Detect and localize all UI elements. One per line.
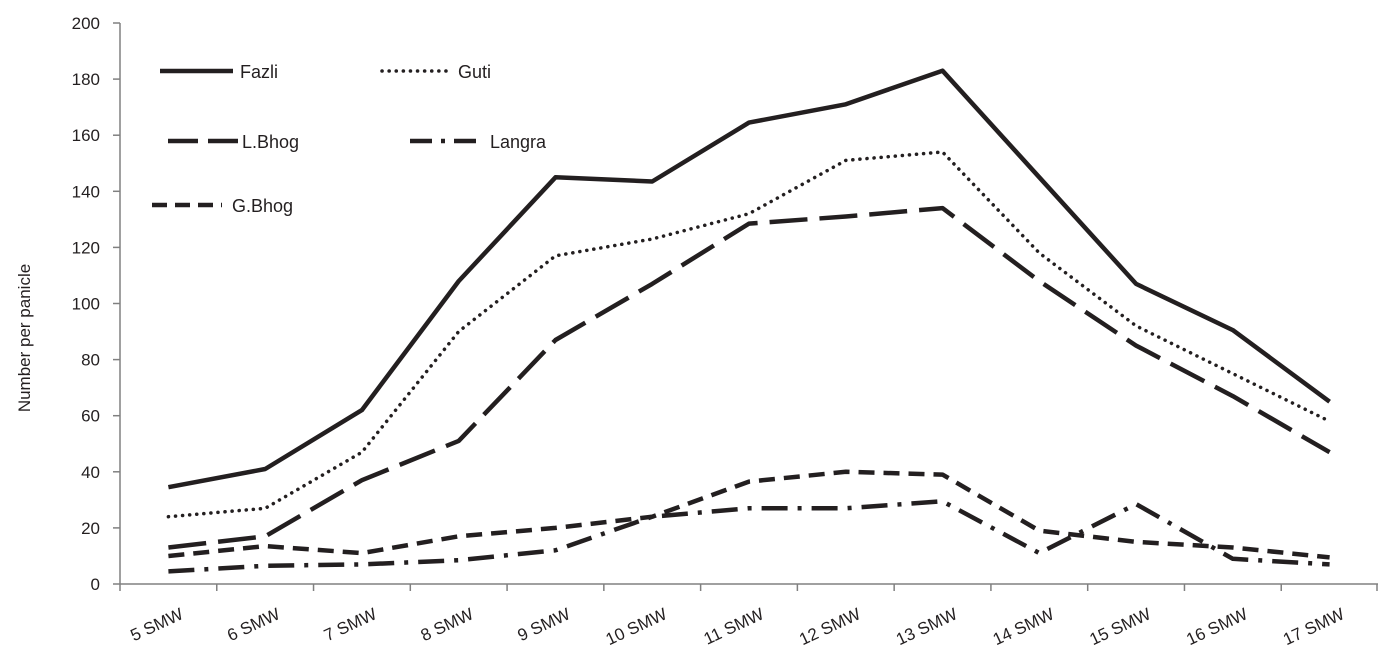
y-tick-label: 140	[72, 182, 100, 201]
x-tick-label: 12 SMW	[796, 604, 863, 649]
legend-label: L.Bhog	[242, 132, 299, 152]
series-line-g-bhog	[168, 469, 1330, 560]
x-tick-label: 10 SMW	[603, 604, 670, 649]
x-tick-label: 5 SMW	[128, 604, 187, 645]
x-axis: 5 SMW 6 SMW 7 SMW 8 SMW 9 SMW 10 SMW 11 SMW 12 …	[119, 583, 1378, 649]
y-axis: 0 20 40 60 80 100 120 140 160 180 200	[72, 14, 121, 594]
series-line-fazli	[167, 68, 1331, 490]
x-tick-label: 6 SMW	[224, 604, 283, 645]
y-tick-label: 80	[81, 351, 100, 370]
y-tick-label: 20	[81, 519, 100, 538]
y-tick-label: 40	[81, 463, 100, 482]
legend: Fazli Guti L.Bhog Langra G.Bhog	[152, 62, 547, 216]
x-tick-label: 7 SMW	[321, 604, 380, 645]
series-line-l-bhog	[168, 205, 1331, 550]
y-axis-title: Number per panicle	[15, 264, 34, 412]
x-tick-label: 8 SMW	[418, 604, 477, 645]
x-tick-label: 14 SMW	[990, 604, 1057, 649]
plot-series	[166, 68, 1332, 574]
x-tick-label: 9 SMW	[515, 604, 574, 645]
x-tick-label: 13 SMW	[893, 604, 960, 649]
legend-label: Guti	[458, 62, 491, 82]
series-line-langra	[168, 499, 1330, 574]
legend-label: Langra	[490, 132, 547, 152]
y-tick-label: 120	[72, 238, 100, 257]
y-tick-label: 180	[72, 70, 100, 89]
y-tick-label: 60	[81, 407, 100, 426]
x-tick-label: 15 SMW	[1087, 604, 1154, 649]
y-tick-label: 100	[72, 295, 100, 314]
y-tick-label: 0	[91, 575, 100, 594]
x-tick-label: 16 SMW	[1183, 604, 1250, 649]
legend-label: G.Bhog	[232, 196, 293, 216]
x-tick-label: 11 SMW	[701, 604, 767, 648]
x-tick-label: 17 SMW	[1280, 604, 1347, 649]
series-line-guti	[166, 150, 1332, 519]
y-tick-label: 200	[72, 14, 100, 33]
legend-label: Fazli	[240, 62, 278, 82]
y-tick-label: 160	[72, 126, 100, 145]
